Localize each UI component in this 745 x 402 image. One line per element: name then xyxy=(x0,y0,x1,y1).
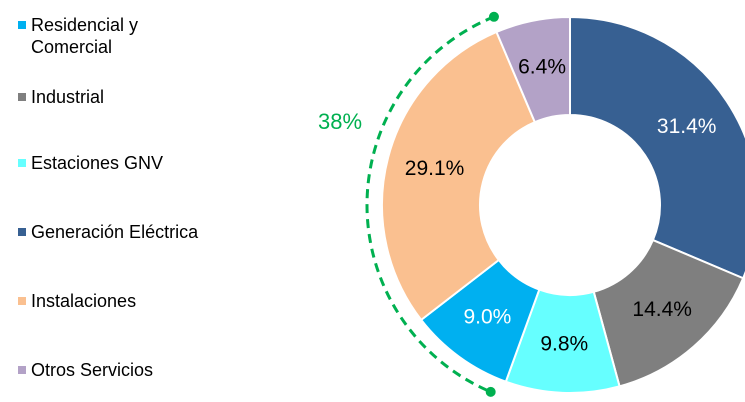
value-label: 6.4% xyxy=(518,55,566,78)
legend-swatch xyxy=(18,159,26,167)
legend-item: Otros Servicios xyxy=(18,359,153,381)
value-label: 31.4% xyxy=(657,115,717,138)
annotation-arc xyxy=(365,15,495,394)
donut-slice xyxy=(569,15,745,280)
donut-slice xyxy=(495,15,571,124)
legend-label: Industrial xyxy=(31,87,105,107)
legend-label: Generación Eléctrica xyxy=(31,222,199,242)
annotation-dot xyxy=(485,386,496,397)
legend-label: Estaciones GNV xyxy=(31,153,164,173)
value-label: 9.0% xyxy=(463,306,511,329)
legend-swatch xyxy=(18,297,26,305)
annotation-dot xyxy=(488,11,499,22)
legend-label: Instalaciones xyxy=(31,291,137,311)
legend-item: Industrial xyxy=(18,86,104,108)
legend-swatch xyxy=(18,366,26,374)
legend-item: Estaciones GNV xyxy=(18,152,163,174)
legend-swatch xyxy=(18,93,26,101)
annotation-text: 38% xyxy=(318,109,362,134)
legend-swatch xyxy=(18,21,26,29)
legend-label: Otros Servicios xyxy=(31,360,154,380)
donut-slice xyxy=(381,30,537,322)
legend-item: Generación Eléctrica xyxy=(18,221,198,243)
legend-label: Residencial y Comercial xyxy=(31,15,139,57)
legend-swatch xyxy=(18,228,26,236)
legend-item: Instalaciones xyxy=(18,290,136,312)
value-label: 29.1% xyxy=(405,157,465,180)
value-label: 14.4% xyxy=(632,298,692,321)
value-label: 9.8% xyxy=(540,332,588,355)
legend-item: Residencial y Comercial xyxy=(18,14,181,58)
